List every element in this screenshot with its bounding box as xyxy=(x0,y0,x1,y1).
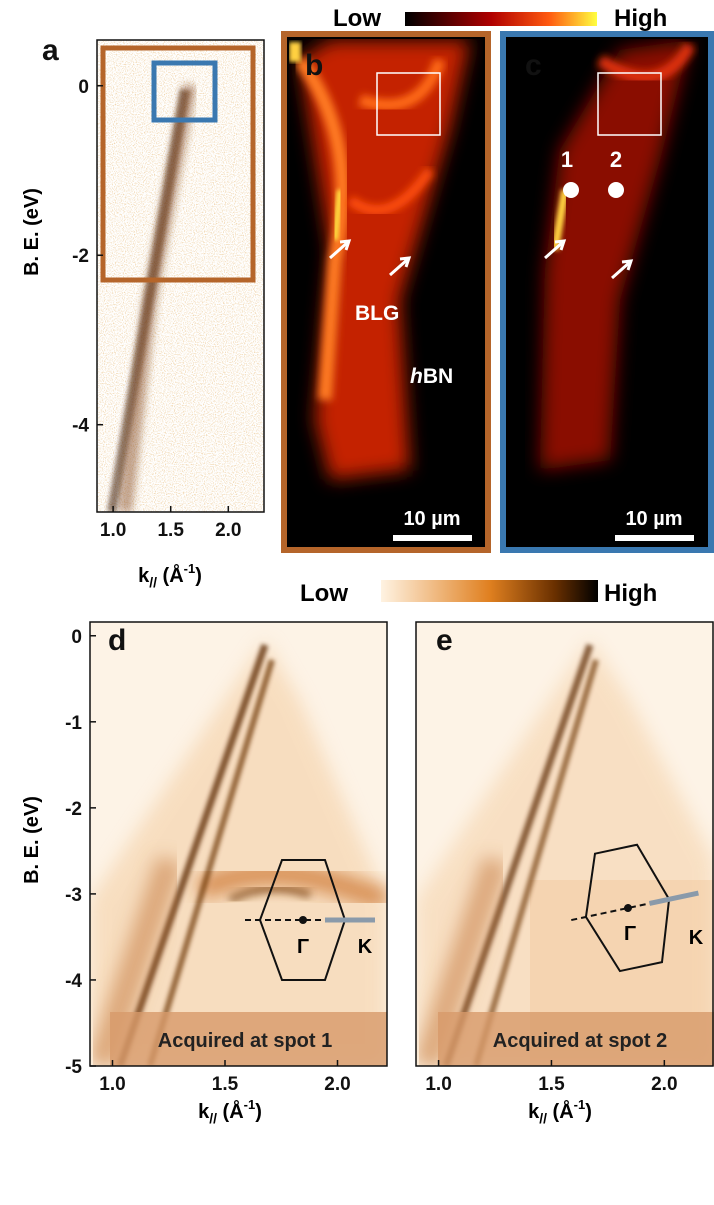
superscript: -1 xyxy=(184,561,196,576)
region-box-b xyxy=(100,45,256,283)
panel-d-frame xyxy=(89,621,388,1067)
k-symbol: k xyxy=(528,1101,540,1123)
scalebar-label: 10 µm xyxy=(403,508,460,530)
x-tick-label: 1.0 xyxy=(99,1074,125,1095)
hbn-text: BN xyxy=(423,365,453,388)
panel-a-image xyxy=(97,40,264,512)
colorbar-low: Low xyxy=(333,5,381,32)
y-tick-label: -1 xyxy=(65,713,82,734)
y-tick-label: -2 xyxy=(65,799,82,820)
unit-close: ) xyxy=(585,1101,592,1123)
x-axis-label: k// (Å-1) xyxy=(138,561,202,590)
unit: (Å xyxy=(157,563,184,587)
spot-label: 2 xyxy=(610,147,622,172)
region-square xyxy=(597,72,662,136)
k-label: K xyxy=(358,936,373,958)
y-tick-label: -2 xyxy=(72,246,89,267)
unit: (Å xyxy=(547,1099,574,1123)
colorbar xyxy=(381,580,598,602)
italic-h: h xyxy=(410,365,423,388)
y-tick-label: -4 xyxy=(72,416,89,437)
x-tick-label: 1.0 xyxy=(425,1074,451,1095)
scalebar xyxy=(393,535,472,541)
panel-label: c xyxy=(525,49,542,82)
region-label: BLG xyxy=(355,302,399,325)
panel-label: b xyxy=(305,49,323,82)
y-tick-label: -5 xyxy=(65,1057,82,1078)
panel-e-frame xyxy=(415,621,714,1067)
colorbar xyxy=(405,12,597,26)
y-tick-label: 0 xyxy=(71,627,82,648)
x-tick-label: 1.0 xyxy=(100,520,126,541)
unit: (Å xyxy=(217,1099,244,1123)
region-square xyxy=(376,72,441,136)
spot-marker xyxy=(608,182,624,198)
gamma-label: Γ xyxy=(297,936,309,958)
y-tick-label: -3 xyxy=(65,885,82,906)
x-axis-label: k// (Å-1) xyxy=(198,1097,262,1126)
brillouin-zone xyxy=(245,859,375,981)
spot-label: 1 xyxy=(561,147,573,172)
scalebar-label: 10 µm xyxy=(625,508,682,530)
x-tick-label: 2.0 xyxy=(651,1074,677,1095)
x-axis-label: k// (Å-1) xyxy=(528,1097,592,1126)
unit-close: ) xyxy=(195,565,202,587)
colorbar-high: High xyxy=(614,5,667,32)
panel-label: a xyxy=(42,34,59,67)
panel-c-image xyxy=(540,40,696,470)
panel-label: d xyxy=(108,624,126,657)
panel-b-image xyxy=(289,40,470,480)
y-tick-label: 0 xyxy=(78,77,89,98)
caption: Acquired at spot 1 xyxy=(158,1030,332,1052)
x-tick-label: 1.5 xyxy=(538,1074,565,1095)
x-tick-label: 2.0 xyxy=(215,520,241,541)
superscript: -1 xyxy=(574,1097,586,1112)
k-symbol: k xyxy=(198,1101,210,1123)
arrow xyxy=(611,259,634,280)
y-axis-label: B. E. (eV) xyxy=(21,188,43,276)
arrow xyxy=(389,256,412,277)
colorbar-high: High xyxy=(604,580,657,607)
panel-d-image xyxy=(90,622,387,1066)
caption-band xyxy=(110,1012,387,1066)
x-tick-label: 1.5 xyxy=(212,1074,239,1095)
gamma-label: Γ xyxy=(624,923,636,945)
x-tick-label: 1.5 xyxy=(157,520,184,541)
subscript: // xyxy=(539,1110,547,1126)
caption: Acquired at spot 2 xyxy=(493,1030,667,1052)
superscript: -1 xyxy=(244,1097,256,1112)
x-tick-label: 2.0 xyxy=(324,1074,350,1095)
unit-close: ) xyxy=(255,1101,262,1123)
panel-label: e xyxy=(436,624,453,657)
y-axis-label: B. E. (eV) xyxy=(21,796,43,884)
k-label: K xyxy=(689,927,704,949)
region-box-c xyxy=(151,60,218,123)
caption-band xyxy=(438,1012,714,1066)
brillouin-zone xyxy=(571,843,699,973)
region-label: hBN xyxy=(410,365,453,388)
subscript: // xyxy=(209,1110,217,1126)
y-tick-label: -4 xyxy=(65,971,82,992)
k-symbol: k xyxy=(138,565,150,587)
colorbar-low: Low xyxy=(300,580,348,607)
spot-marker xyxy=(563,182,579,198)
subscript: // xyxy=(149,574,157,590)
panel-e-image xyxy=(416,622,714,1066)
arrow xyxy=(544,239,567,260)
panel-a-frame xyxy=(96,39,265,513)
arrow xyxy=(329,239,352,260)
scalebar xyxy=(615,535,694,541)
